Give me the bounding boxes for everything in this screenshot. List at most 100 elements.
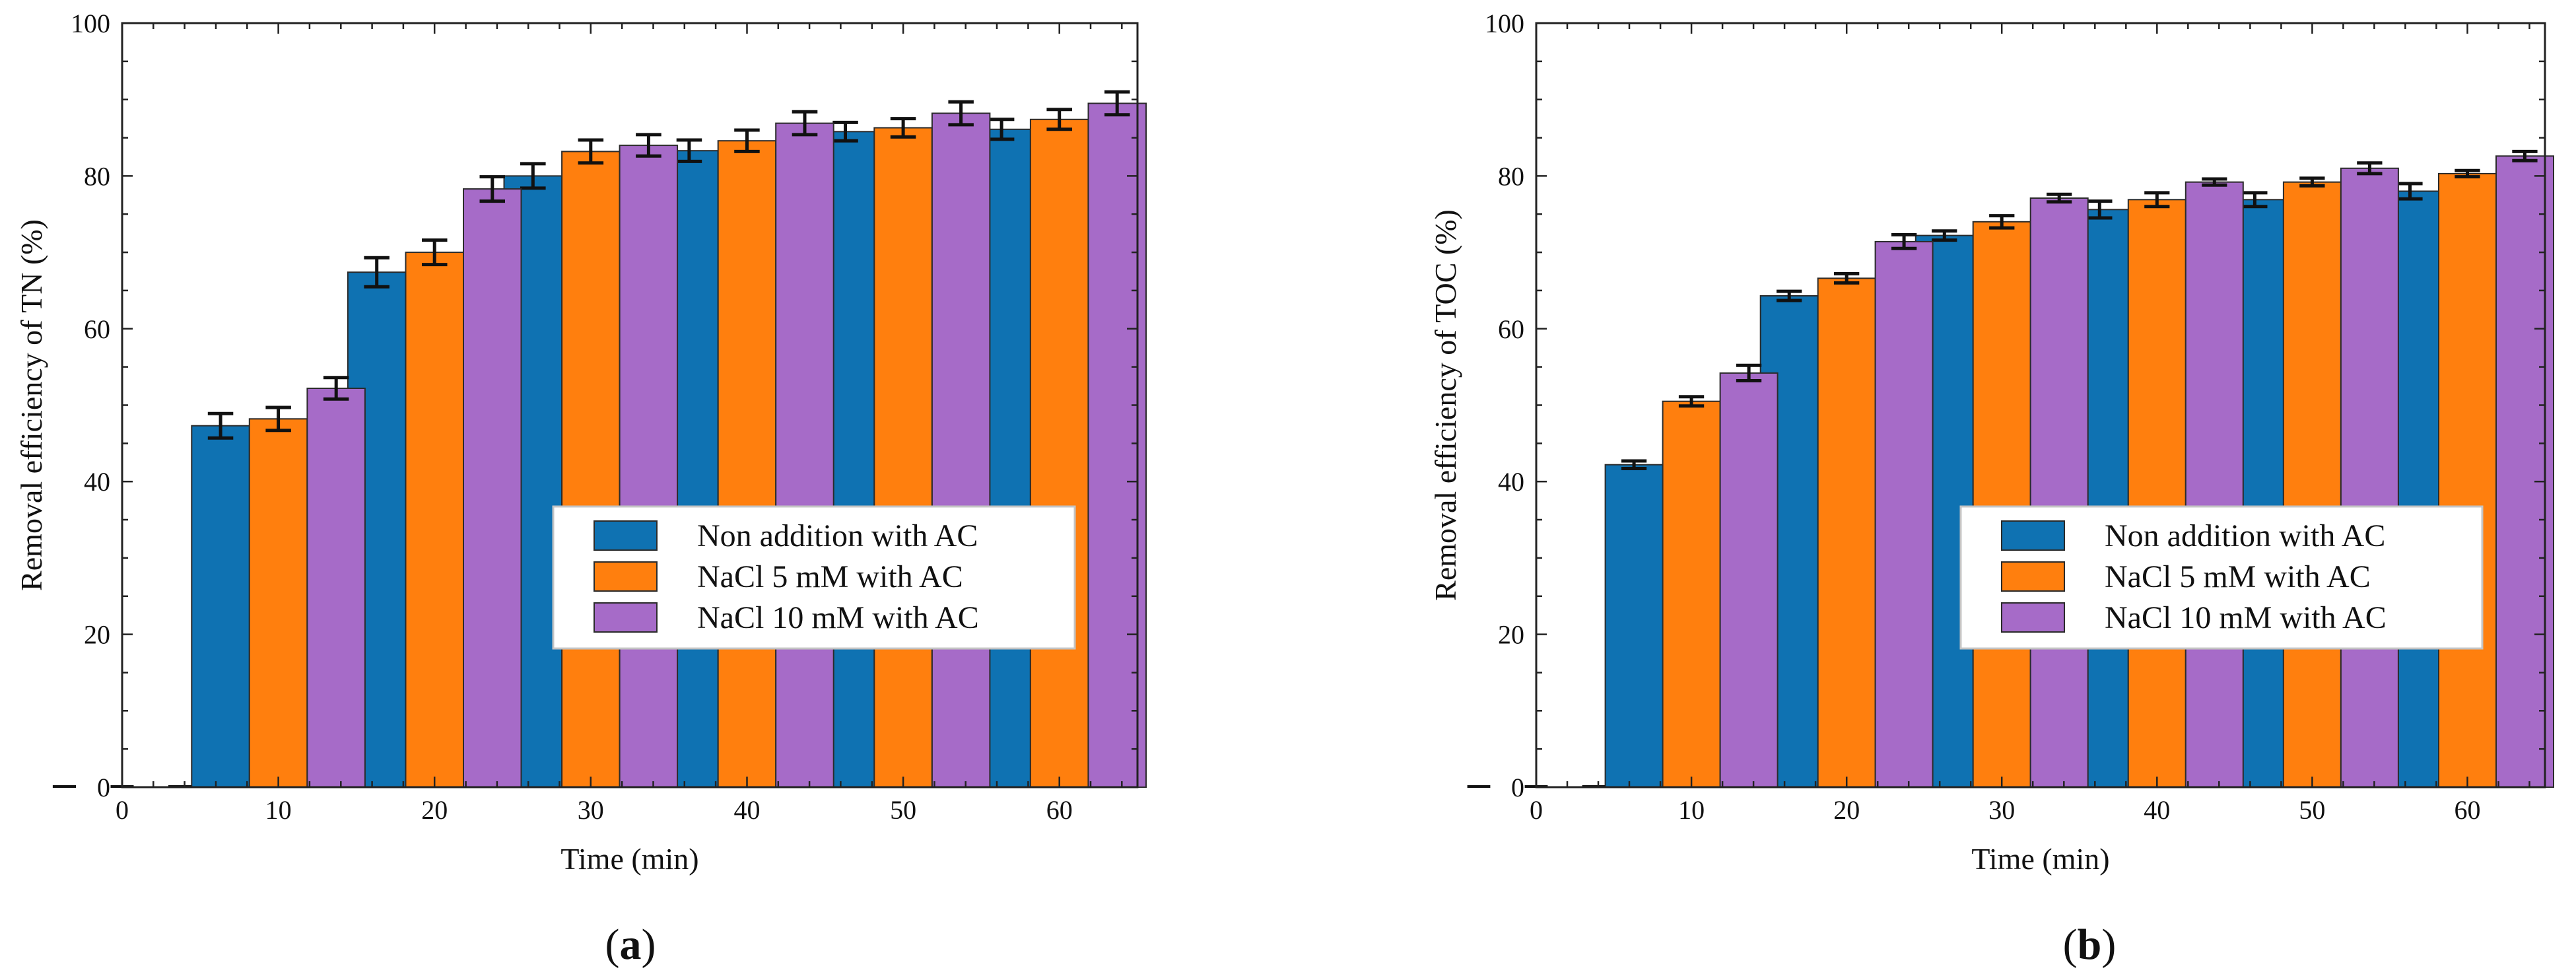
error-bar-s2-t20	[479, 175, 505, 203]
error-bar-s2-t60	[2512, 149, 2538, 162]
panel-a-label: (a)	[605, 921, 656, 969]
legend-item-1: NaCl 5 mM with AC	[593, 559, 963, 594]
bar-s1-t10	[1662, 400, 1721, 788]
error-bar-s1-t50	[890, 117, 916, 139]
error-bar-s2-t30	[2047, 192, 2072, 204]
error-bar-s0-t20	[364, 256, 390, 289]
x-tick-label-10: 10	[265, 795, 292, 825]
x-tick-label-10: 10	[1678, 795, 1705, 825]
x-axis-title: Time (min)	[560, 842, 698, 876]
error-bar-s0-t60	[988, 118, 1015, 141]
x-tick-label-30: 30	[578, 795, 604, 825]
y-tick-label-80: 80	[1498, 161, 1524, 191]
bar-s2-t50	[931, 112, 991, 788]
error-bar-s2-t50	[2357, 161, 2383, 176]
error-bar-s1-t10	[1678, 395, 1705, 408]
legend: Non addition with AC NaCl 5 mM with AC NaC…	[552, 505, 1076, 650]
bar-s0-t10	[191, 425, 250, 788]
error-bar-s1-t40	[734, 128, 760, 153]
bar-s2-t30	[2029, 197, 2089, 788]
error-bar-s0-t40	[2087, 199, 2113, 220]
legend-label-2: NaCl 10 mM with AC	[2105, 600, 2387, 635]
error-bar-s1-t20	[422, 238, 448, 267]
bar-s1-t20	[1817, 277, 1876, 788]
bar-s1-t10	[248, 418, 308, 788]
error-bar-s2-t10	[1736, 363, 1762, 382]
error-bar-s0-t10	[1621, 459, 1647, 470]
y-tick-label-0: 0	[97, 773, 110, 802]
panel-b-label: (b)	[2063, 921, 2117, 969]
x-tick-label-20: 20	[421, 795, 448, 825]
legend-swatch-1	[2001, 561, 2065, 592]
x-axis-title: Time (min)	[1971, 842, 2109, 876]
legend-label-1: NaCl 5 mM with AC	[697, 559, 963, 594]
legend-item-2: NaCl 10 mM with AC	[593, 600, 979, 635]
x-tick-label-0: 0	[116, 795, 129, 825]
y-tick-label-60: 60	[84, 314, 110, 344]
error-bar-s2-t40	[2202, 177, 2227, 187]
bar-s2-t30	[619, 145, 679, 788]
y-tick-label-40: 40	[84, 467, 110, 497]
legend-swatch-2	[593, 602, 658, 633]
error-bar-s0-t10	[207, 411, 234, 440]
bar-s1-t50	[2282, 181, 2342, 788]
x-tick-label-40: 40	[2144, 795, 2170, 825]
x-tick-label-50: 50	[890, 795, 916, 825]
bar-s2-t40	[775, 122, 834, 788]
bar-s2-t50	[2340, 167, 2399, 788]
x-tick-label-60: 60	[2455, 795, 2481, 825]
error-bar-s0-t50	[832, 120, 858, 143]
bar-s2-t10	[306, 388, 366, 788]
legend-label-0: Non addition with AC	[2105, 518, 2385, 553]
y-tick-label-20: 20	[1498, 620, 1524, 650]
y-tick-label-100: 100	[71, 9, 110, 38]
error-bar-s0-t60	[2397, 182, 2423, 201]
bar-s1-t60	[2438, 172, 2497, 788]
bar-s1-t30	[561, 151, 621, 788]
legend-item-1: NaCl 5 mM with AC	[2001, 559, 2371, 594]
y-tick-label-60: 60	[1498, 314, 1524, 344]
legend-swatch-1	[593, 561, 658, 592]
error-bar-s1-t10	[265, 405, 291, 433]
error-bar-s2-t60	[1104, 90, 1130, 117]
y-tick-label-100: 100	[1485, 9, 1524, 38]
error-bar-s1-t40	[2144, 191, 2170, 209]
bar-s1-t40	[2127, 199, 2186, 788]
error-bar-s1-t60	[2455, 168, 2480, 179]
error-bar-s0-t30	[1932, 229, 1957, 242]
y-tick-label-80: 80	[84, 161, 110, 191]
y-tick-label-20: 20	[84, 620, 110, 650]
legend-item-0: Non addition with AC	[593, 518, 978, 553]
error-bar-s2-t40	[792, 110, 818, 137]
x-tick-label-50: 50	[2299, 795, 2325, 825]
error-bar-s0-t50	[2242, 191, 2268, 209]
error-bar-s1-t60	[1046, 108, 1072, 131]
x-tick-label-40: 40	[734, 795, 761, 825]
bar-s2-t10	[1719, 372, 1779, 788]
x-tick-label-20: 20	[1833, 795, 1860, 825]
error-bar-s1-t20	[1834, 272, 1860, 285]
error-bar-s2-t20	[1891, 233, 1917, 250]
legend: Non addition with AC NaCl 5 mM with AC NaC…	[1959, 505, 2484, 650]
legend-label-0: Non addition with AC	[697, 518, 978, 553]
bar-s1-t60	[1029, 118, 1089, 788]
y-tick-label-0: 0	[1511, 773, 1524, 802]
x-tick-label-60: 60	[1046, 795, 1073, 825]
legend-label-2: NaCl 10 mM with AC	[697, 600, 979, 635]
error-bar-s2-t50	[948, 100, 974, 127]
error-bar-s0-t20	[1777, 289, 1802, 302]
x-tick-label-0: 0	[1530, 795, 1543, 825]
x-tick-label-30: 30	[1988, 795, 2015, 825]
legend-swatch-2	[2001, 602, 2065, 633]
bar-s2-t20	[463, 188, 522, 788]
error-bar-s1-t30	[1989, 214, 2015, 230]
bar-s1-t40	[717, 140, 777, 788]
legend-label-1: NaCl 5 mM with AC	[2105, 559, 2371, 594]
panel-b: 0 10 20 30 40 50 60 0 20 40 60 80 100 Time (min) Remov…	[1429, 9, 2554, 876]
bar-s1-t50	[873, 127, 933, 788]
bar-s2-t20	[1874, 240, 1934, 788]
y-axis-title: Removal efficiency of TN (%)	[15, 219, 48, 591]
panel-a: 0 10 20 30 40 50 60 0 20 40 60 80 100 Time (min) Remov…	[15, 9, 1147, 876]
y-tick-label-40: 40	[1498, 467, 1524, 497]
